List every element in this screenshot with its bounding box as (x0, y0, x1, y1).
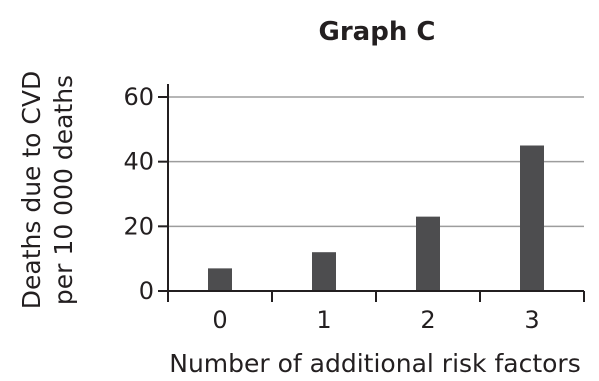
x-tick-label: 1 (316, 306, 331, 334)
ticks: 0 20 40 60 0 1 2 3 (123, 83, 585, 334)
x-tick-label: 2 (420, 306, 435, 334)
bar-3 (520, 145, 544, 291)
bars (208, 145, 544, 291)
x-tick-label: 0 (212, 306, 227, 334)
x-tick-label: 3 (524, 306, 539, 334)
bar-2 (416, 216, 440, 291)
y-tick-label: 40 (123, 148, 154, 176)
y-axis-label-line-1: Deaths due to CVD (17, 71, 46, 309)
x-axis-label: Number of additional risk factors (169, 349, 580, 378)
y-tick-label: 0 (139, 277, 154, 305)
bar-1 (312, 252, 336, 291)
bar-0 (208, 268, 232, 291)
y-tick-label: 20 (123, 212, 154, 240)
chart-title: Graph C (319, 17, 436, 47)
gridlines (168, 96, 584, 228)
y-tick-label: 60 (123, 83, 154, 111)
y-axis-label-line-2: per 10 000 deaths (49, 75, 78, 305)
